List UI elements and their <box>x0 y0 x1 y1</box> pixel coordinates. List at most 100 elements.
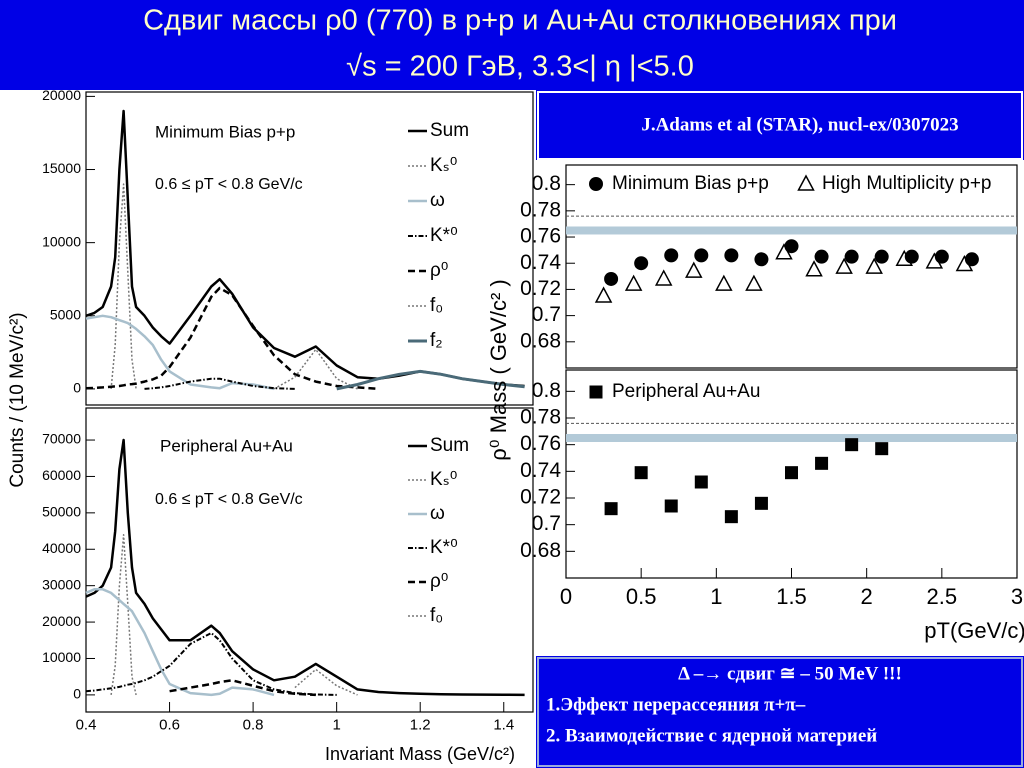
x-tick-label: 0.6 <box>159 716 180 733</box>
y-tick-label: 40000 <box>42 540 81 556</box>
marker-circle <box>604 271 619 286</box>
marker-triangle <box>955 254 974 272</box>
x-tick-label: 0.8 <box>243 716 264 733</box>
marker-circle <box>934 249 949 264</box>
y-tick-label: 0.72 <box>520 277 561 300</box>
y-tick-label: 30000 <box>42 576 81 592</box>
x-tick-label: 3 <box>1011 584 1023 609</box>
y-tick-label: 0.76 <box>520 432 561 455</box>
reference-band <box>566 434 1017 442</box>
marker-circle <box>754 252 769 267</box>
marker-square <box>589 385 603 399</box>
y-tick-label: 5000 <box>50 306 81 322</box>
y-tick-label: 60000 <box>42 467 81 483</box>
marker-triangle <box>805 260 823 277</box>
curve <box>85 632 337 696</box>
x-tick-label: 2 <box>861 584 873 609</box>
y-tick-label: 10000 <box>42 233 81 249</box>
marker-square <box>815 456 829 470</box>
y-tick-label: 0.7 <box>532 512 561 535</box>
y-tick-label: 0.74 <box>520 459 561 482</box>
plot-frame <box>85 91 534 406</box>
x-tick-label: 1 <box>332 716 340 733</box>
legend-label: ρ⁰ <box>430 260 448 281</box>
y-tick-label: 0.8 <box>532 379 561 402</box>
marker-triangle <box>624 274 643 291</box>
x-tick-label: 1 <box>710 584 722 609</box>
x-tick-label: 1.2 <box>410 716 431 733</box>
y-tick-label: 70000 <box>42 431 81 447</box>
title-line: Сдвиг массы ρ0 (770) в p+p и Au+Au столк… <box>143 5 897 37</box>
x-axis-label: pT(GeV/c) <box>924 618 1024 643</box>
legend-label: Sum <box>430 120 469 141</box>
marker-triangle <box>775 243 793 260</box>
note-line: Δ –→ сдвиг ≅ – 50 MeV !!! <box>678 663 902 684</box>
legend-label: ω <box>430 503 445 524</box>
annotation: 0.6 ≤ pT < 0.8 GeV/c <box>155 491 303 508</box>
legend-label: K*⁰ <box>430 537 458 558</box>
y-tick-label: 50000 <box>42 504 81 520</box>
x-tick-label: 0 <box>560 584 572 609</box>
marker-triangle <box>797 174 815 191</box>
marker-triangle <box>895 249 914 267</box>
y-tick-label: 0.74 <box>520 251 561 274</box>
marker-triangle <box>865 257 883 274</box>
marker-square <box>664 499 678 513</box>
marker-circle <box>844 249 859 264</box>
y-tick-label: 0 <box>73 686 81 702</box>
left-panel <box>0 90 536 768</box>
marker-triangle <box>654 269 673 286</box>
marker-square <box>604 502 618 516</box>
note-line: 2. Взаимодействие с ядерной материей <box>546 725 877 746</box>
citation: J.Adams et al (STAR), nucl-ex/0307023 <box>641 114 958 135</box>
note-line: 1.Эффект перерассеяния π+π– <box>546 694 806 715</box>
marker-circle <box>589 177 603 191</box>
y-tick-label: 0 <box>73 380 81 396</box>
note-box <box>537 657 1023 767</box>
curve <box>169 679 316 697</box>
y-tick-label: 0.68 <box>520 539 561 562</box>
curve <box>336 369 525 391</box>
y-tick-label: 0.7 <box>532 303 561 326</box>
y-axis-label: ρ⁰ Mass ( GeV/c² ) <box>486 279 511 460</box>
annotation: 0.6 ≤ pT < 0.8 GeV/c <box>155 176 303 193</box>
legend-label: ω <box>430 190 445 211</box>
legend-label: Sum <box>430 435 469 456</box>
marker-square <box>845 438 859 452</box>
curve <box>110 533 137 696</box>
legend-label: K*⁰ <box>430 225 458 246</box>
marker-circle <box>784 239 799 254</box>
marker-triangle <box>715 274 733 291</box>
y-tick-label: 0.72 <box>520 486 561 509</box>
legend-label: Kₛ⁰ <box>430 469 457 490</box>
curve <box>85 286 379 391</box>
y-tick-label: 0.68 <box>520 329 561 352</box>
y-tick-label: 0.8 <box>532 172 561 195</box>
marker-circle <box>874 249 889 264</box>
marker-triangle <box>745 274 763 291</box>
marker-square <box>785 466 798 480</box>
marker-circle <box>964 252 979 267</box>
citation-box <box>537 91 1023 160</box>
legend-label: ρ⁰ <box>430 571 448 592</box>
y-tick-label: 0.78 <box>520 198 561 221</box>
plot-frame <box>565 164 1018 369</box>
x-tick-label: 0.5 <box>626 584 657 609</box>
annotation: Peripheral Au+Au <box>160 436 293 455</box>
title-line: √s = 200 ГэВ, 3.3<| η |<5.0 <box>346 51 694 83</box>
curve <box>85 314 275 391</box>
y-tick-label: 20000 <box>42 87 81 103</box>
right-panel <box>536 160 1024 656</box>
legend-label: f₀ <box>430 295 443 316</box>
marker-circle <box>664 248 679 263</box>
legend-label: f₂ <box>430 330 443 351</box>
x-tick-label: 1.5 <box>776 584 807 609</box>
marker-square <box>724 510 738 524</box>
marker-triangle <box>835 257 853 274</box>
y-tick-label: 10000 <box>42 649 81 665</box>
curve <box>85 438 525 697</box>
curve <box>110 183 137 390</box>
marker-triangle <box>925 252 944 269</box>
y-axis-label: Counts / (10 MeV/c²) <box>7 312 28 487</box>
